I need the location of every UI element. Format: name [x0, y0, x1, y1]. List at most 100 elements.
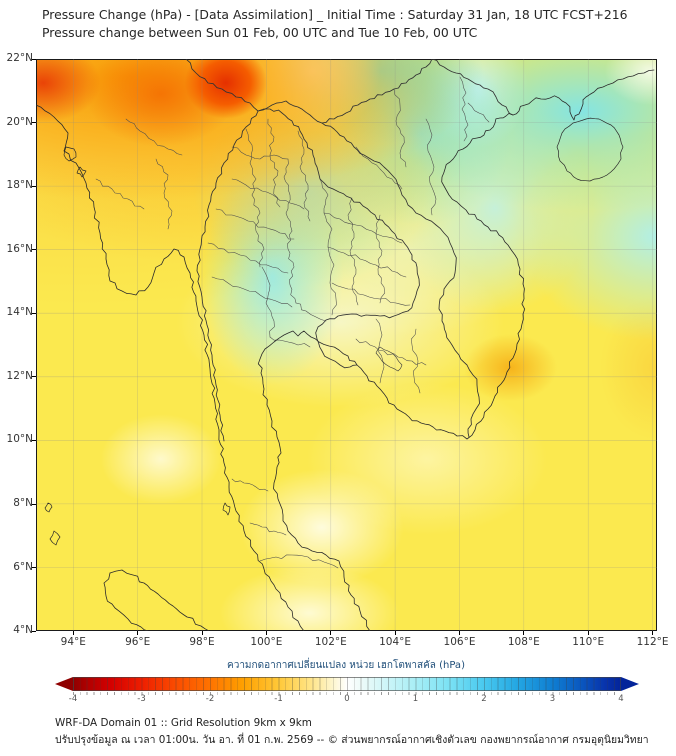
province-border: [283, 158, 293, 232]
country-border: [257, 108, 420, 312]
map-plot: [36, 59, 657, 631]
lat-tick-label: 14°N: [6, 306, 33, 319]
colorbar-max-arrow: [621, 677, 639, 691]
province-border: [327, 246, 407, 278]
lat-tick-mark: [32, 376, 36, 378]
province-border: [95, 178, 145, 210]
colorbar-tick-label: 1: [412, 694, 419, 704]
province-border: [249, 522, 287, 536]
colorbar-tick-label: 3: [549, 694, 556, 704]
province-border: [259, 554, 339, 569]
province-border: [459, 76, 469, 142]
coastline: [109, 569, 210, 631]
lat-tick-mark: [32, 503, 36, 505]
lat-tick-mark: [32, 630, 36, 632]
province-border: [269, 336, 311, 348]
colorbar-tick-label: 2: [481, 694, 487, 704]
colorbar-tick-label: -4: [68, 694, 78, 704]
lon-tick-mark: [652, 631, 654, 635]
province-border: [347, 197, 359, 306]
lon-tick-label: 98°E: [189, 635, 215, 648]
province-border: [355, 338, 427, 366]
country-border: [185, 59, 259, 112]
province-border: [261, 266, 275, 338]
lat-tick-mark: [32, 185, 36, 187]
lat-tick-mark: [32, 567, 36, 569]
province-border: [267, 118, 281, 208]
colorbar-min-arrow: [55, 677, 73, 691]
lat-tick-label: 18°N: [6, 179, 33, 192]
province-border: [251, 194, 265, 268]
lon-tick-label: 110°E: [572, 635, 605, 648]
lon-tick-label: 112°E: [636, 635, 669, 648]
lon-tick-label: 108°E: [507, 635, 540, 648]
lat-tick-label: 10°N: [6, 433, 33, 446]
footer-update-info: ปรับปรุงข้อมูล ณ เวลา 01:00น. วัน อา. ที…: [55, 734, 649, 746]
coastline: [36, 104, 305, 631]
province-border: [295, 302, 327, 322]
province-border: [393, 88, 407, 168]
country-border: [321, 59, 433, 124]
lon-tick-mark: [330, 631, 332, 635]
lat-tick-mark: [32, 58, 36, 60]
lat-tick-mark: [32, 439, 36, 441]
island-outline: [49, 530, 61, 546]
lon-tick-label: 106°E: [443, 635, 476, 648]
province-border: [425, 118, 437, 216]
lon-tick-label: 100°E: [250, 635, 283, 648]
province-border: [215, 208, 295, 240]
lon-tick-label: 96°E: [125, 635, 151, 648]
lon-tick-label: 104°E: [379, 635, 412, 648]
province-border: [375, 318, 385, 384]
country-border: [321, 122, 480, 438]
province-border: [467, 102, 490, 123]
colorbar-label: ความกดอากาศเปลี่ยนแปลง หน่วย เฮกโตพาสคัล…: [227, 660, 465, 671]
country-border: [315, 310, 409, 369]
country-border: [257, 100, 323, 124]
province-border: [411, 328, 421, 394]
lat-tick-mark: [32, 312, 36, 314]
province-border: [231, 146, 289, 160]
province-border: [245, 128, 257, 196]
province-border: [319, 178, 337, 316]
province-border: [207, 242, 289, 274]
lat-tick-mark: [32, 122, 36, 124]
province-border: [231, 478, 269, 492]
lat-tick-label: 22°N: [6, 52, 33, 64]
page-title: Pressure Change (hPa) - [Data Assimilati…: [42, 7, 628, 22]
colorbar-tick-label: 0: [344, 694, 350, 704]
map-borders-svg: [36, 59, 657, 631]
island-outline: [44, 502, 53, 513]
province-border: [331, 282, 411, 306]
coastline: [257, 69, 655, 631]
province-border: [125, 118, 183, 156]
lon-tick-mark: [523, 631, 525, 635]
coastline: [103, 572, 149, 631]
lat-tick-label: 16°N: [6, 242, 33, 255]
colorbar-minor-ticks: [73, 691, 621, 695]
lon-tick-mark: [459, 631, 460, 635]
tonle-sap-lake-outline: [375, 346, 403, 372]
province-border: [211, 276, 293, 308]
lon-tick-mark: [587, 631, 589, 635]
lat-tick-label: 8°N: [13, 497, 33, 509]
country-border: [431, 59, 514, 116]
lon-tick-mark: [394, 631, 396, 635]
colorbar-tick-label: 4: [618, 694, 624, 704]
colorbar-tick-label: -1: [274, 694, 283, 704]
lon-tick-mark: [201, 631, 203, 635]
colorbar-gradient: [73, 677, 621, 691]
island-outline: [222, 502, 231, 516]
province-border: [287, 230, 297, 304]
island-outline: [556, 117, 624, 182]
island-outline: [76, 166, 87, 178]
island-outline: [63, 146, 77, 162]
province-border: [323, 212, 403, 244]
colorbar-tick-label: -3: [137, 694, 146, 704]
page-subtitle: Pressure change between Sun 01 Feb, 00 U…: [42, 24, 478, 40]
province-border: [231, 178, 305, 210]
lat-tick-label: 12°N: [6, 369, 33, 382]
province-border: [297, 130, 311, 222]
lon-tick-label: 102°E: [314, 635, 347, 648]
